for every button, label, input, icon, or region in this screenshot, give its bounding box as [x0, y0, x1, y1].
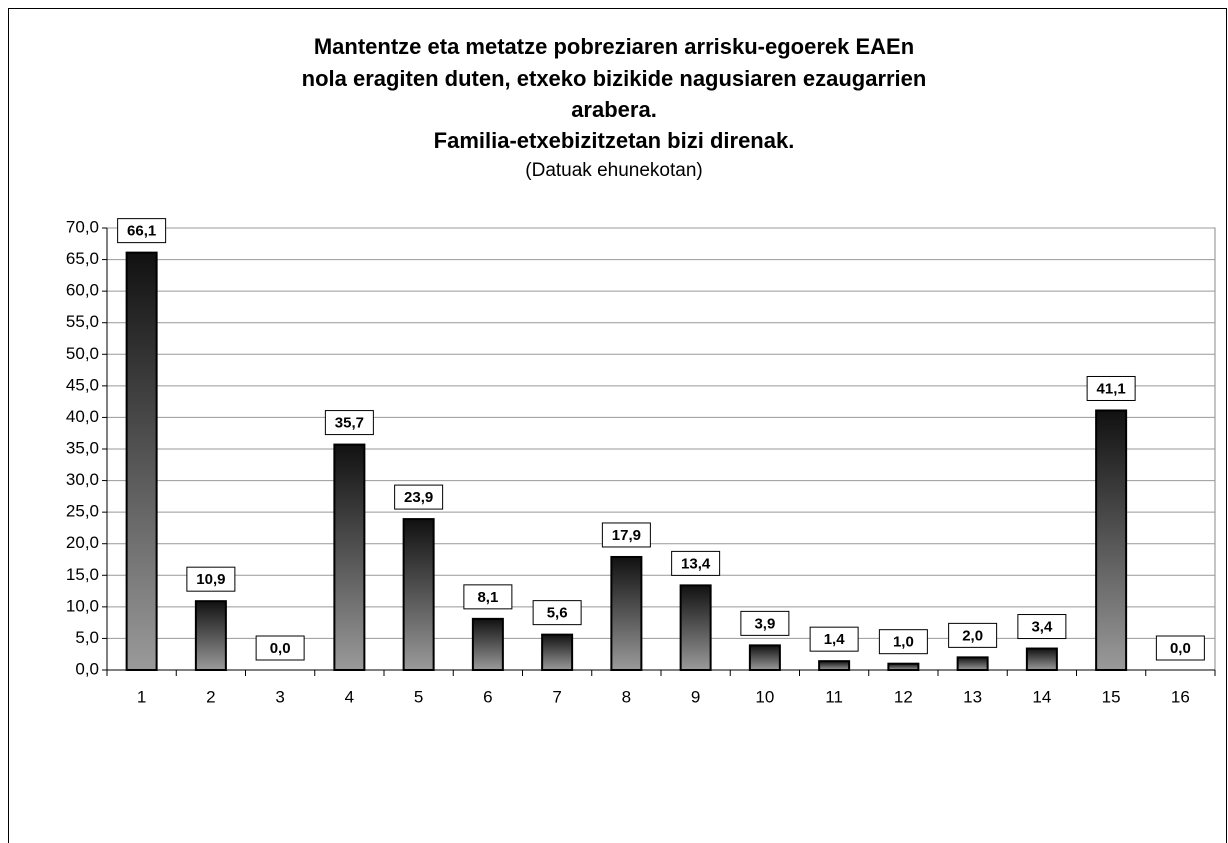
value-label-box: [324, 410, 374, 436]
x-tick-label: 8: [622, 687, 631, 706]
bar: [610, 555, 643, 672]
bar: [194, 600, 227, 671]
value-label: 5,6: [547, 605, 568, 622]
bar: [887, 662, 920, 672]
y-tick-label: 30,0: [66, 470, 99, 489]
value-label-box: [878, 629, 928, 655]
y-tick-label: 15,0: [66, 565, 99, 584]
value-label: 1,4: [824, 631, 846, 648]
y-tick-label: 0,0: [75, 659, 99, 678]
value-label-box: [740, 610, 790, 636]
x-tick-label: 1: [137, 687, 146, 706]
value-label-box: [394, 484, 444, 510]
value-label-box: [1086, 375, 1136, 401]
bar: [541, 633, 574, 672]
x-tick-label: 6: [483, 687, 492, 706]
value-label: 23,9: [404, 489, 433, 506]
bar: [956, 656, 989, 671]
y-tick-label: 60,0: [66, 281, 99, 300]
value-label-box: [601, 522, 651, 548]
chart-title: Mantentze eta metatze pobreziaren arrisk…: [314, 34, 914, 59]
bar: [471, 617, 504, 672]
value-label-box: [671, 550, 721, 576]
bar: [748, 644, 781, 671]
x-tick-label: 2: [206, 687, 215, 706]
x-tick-label: 9: [691, 687, 700, 706]
x-tick-label: 11: [825, 687, 843, 706]
y-tick-label: 25,0: [66, 502, 99, 521]
y-tick-label: 10,0: [66, 596, 99, 615]
value-label: 13,4: [681, 555, 711, 572]
y-tick-label: 45,0: [66, 375, 99, 394]
x-tick-label: 15: [1102, 687, 1121, 706]
value-label-box: [809, 626, 859, 652]
x-tick-label: 13: [963, 687, 982, 706]
y-tick-label: 55,0: [66, 312, 99, 331]
y-tick-label: 70,0: [66, 217, 99, 236]
chart-title: Familia-etxebizitzetan bizi direnak.: [434, 128, 795, 153]
bar: [402, 518, 435, 671]
x-tick-label: 4: [345, 687, 354, 706]
value-label-box: [186, 566, 236, 592]
x-tick-label: 14: [1032, 687, 1051, 706]
value-label: 35,7: [335, 415, 364, 432]
value-label: 10,9: [196, 571, 225, 588]
value-label-box: [117, 218, 167, 244]
value-label: 2,0: [962, 627, 983, 644]
bar: [333, 443, 366, 671]
x-tick-label: 3: [275, 687, 284, 706]
y-tick-label: 65,0: [66, 249, 99, 268]
x-tick-label: 10: [755, 687, 774, 706]
value-label: 41,1: [1097, 380, 1126, 397]
value-label: 0,0: [1170, 640, 1191, 657]
value-label: 8,1: [477, 589, 498, 606]
value-label: 3,4: [1031, 619, 1053, 636]
value-label-box: [1017, 614, 1067, 640]
chart-title: arabera.: [571, 97, 657, 122]
y-tick-label: 50,0: [66, 344, 99, 363]
value-label: 66,1: [127, 223, 156, 240]
value-label: 3,9: [754, 615, 775, 632]
value-label-box: [948, 622, 998, 648]
bar: [1025, 647, 1058, 672]
value-label-box: [463, 584, 513, 610]
y-tick-label: 40,0: [66, 407, 99, 426]
y-tick-label: 35,0: [66, 438, 99, 457]
x-tick-label: 12: [894, 687, 913, 706]
x-tick-label: 5: [414, 687, 423, 706]
bar: [818, 660, 851, 671]
chart-subtitle: (Datuak ehunekotan): [525, 160, 702, 181]
bar: [1095, 409, 1128, 671]
value-label-box: [1155, 635, 1205, 661]
chart-title: nola eragiten duten, etxeko bizikide nag…: [302, 66, 927, 91]
value-label: 0,0: [270, 640, 291, 657]
y-tick-label: 20,0: [66, 533, 99, 552]
bar: [125, 251, 158, 672]
x-tick-label: 7: [552, 687, 561, 706]
value-label: 1,0: [893, 634, 914, 651]
value-label: 17,9: [612, 527, 641, 544]
x-tick-label: 16: [1171, 687, 1190, 706]
value-label-box: [255, 635, 305, 661]
value-label-box: [532, 600, 582, 626]
y-tick-label: 5,0: [75, 628, 99, 647]
bar: [679, 584, 712, 671]
